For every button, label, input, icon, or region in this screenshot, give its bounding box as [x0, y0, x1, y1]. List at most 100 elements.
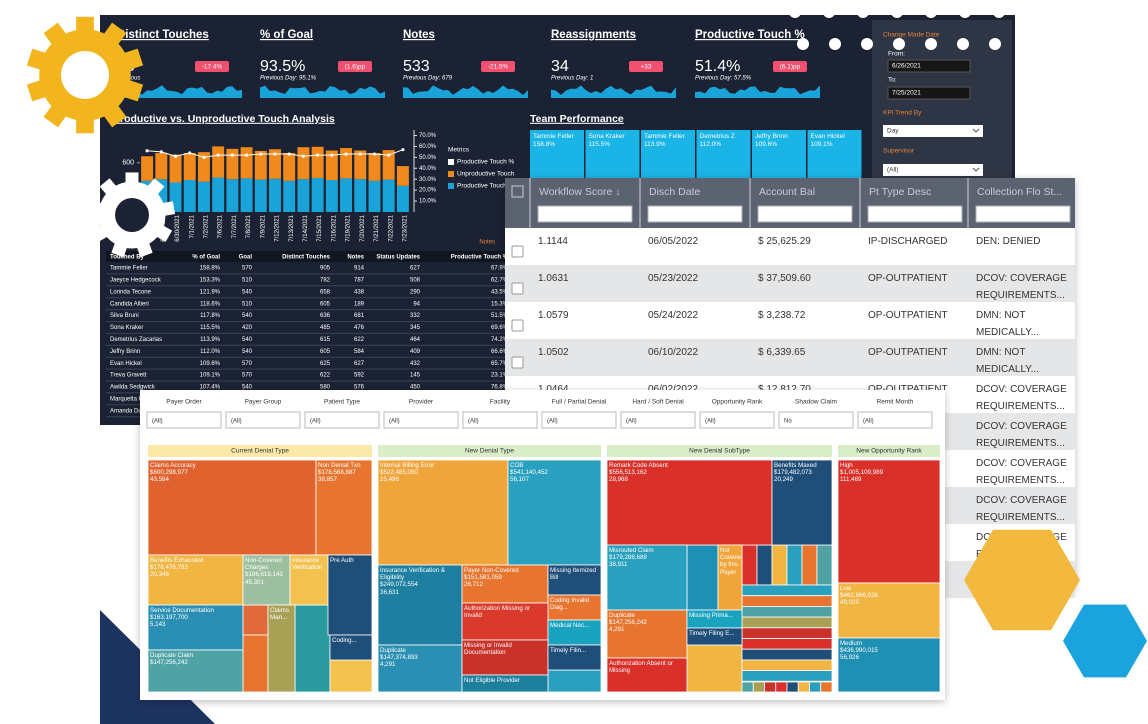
tile-label: Pre Auth: [330, 557, 354, 564]
tile-amount: $541,140,452: [510, 469, 548, 477]
table-cell: 605: [320, 301, 331, 307]
treemap-tile-text-content: Coding...: [332, 637, 371, 659]
tile-count: 38,911: [609, 561, 628, 569]
bar-unproductive: [325, 150, 338, 181]
treemap-tile-text-content: Timely Filin...: [550, 647, 600, 669]
table-cell: Silva Bruni: [110, 313, 139, 319]
row-checkbox[interactable]: [511, 282, 524, 295]
kpi-sparkline: [117, 85, 242, 98]
filter-select[interactable]: [857, 411, 933, 429]
table-cell: 658: [320, 289, 331, 295]
row-checkbox[interactable]: [511, 356, 524, 369]
filter-select[interactable]: [778, 411, 854, 429]
filter-select[interactable]: [620, 411, 696, 429]
member-score: 109.1%: [810, 140, 833, 148]
filter-select[interactable]: [225, 411, 301, 429]
header-checkbox[interactable]: [511, 185, 524, 198]
worklist-cell-content: 06/10/2022: [648, 347, 699, 358]
table-cell: 540: [242, 337, 253, 343]
filter-select[interactable]: [699, 411, 775, 429]
tile-amount: $462,866,026: [840, 592, 878, 600]
worklist-row: [505, 228, 1075, 265]
treemap-tile: [606, 657, 688, 693]
table-cell: 615: [320, 337, 331, 343]
treemap-minor-tile: [764, 681, 777, 693]
treemap-minor-tile: [775, 681, 788, 693]
bar-unproductive: [240, 147, 253, 179]
treemap-minor-tile: [294, 604, 331, 693]
date-input[interactable]: [887, 59, 971, 73]
kpi-change: (6.1)pp: [780, 64, 801, 71]
tile-label: Authorization Absent or Missing: [609, 660, 673, 675]
filter-value: (All): [705, 419, 716, 425]
filter-value: (All): [152, 419, 163, 425]
treemap-title: New Opportunity Rank: [856, 448, 922, 455]
worklist-cell: $ 3,238.72: [758, 310, 806, 321]
worklist-cell-content: $ 3,238.72: [758, 310, 806, 321]
tile-amount: $556,513,162: [609, 469, 647, 477]
treemap-minor-tile: [741, 627, 833, 639]
kpi-previous: Previous Day: 57.5%: [695, 76, 752, 82]
treemap-header: [378, 445, 601, 457]
select-input[interactable]: [883, 164, 983, 176]
bar-productive: [368, 180, 381, 212]
column-filter[interactable]: [647, 205, 743, 223]
treemap-tile-text-content: High $1,005,109,989 111,469: [840, 462, 939, 582]
y2-tick-label: 50.0%: [419, 155, 437, 161]
team-tile-text-content: Sona Kraker 115.5%: [589, 133, 637, 163]
select-input[interactable]: [883, 125, 983, 137]
treemap-tile-text-content: Duplicate Claim $147,256,242: [150, 652, 242, 691]
white-gear: [88, 172, 176, 258]
kpi-value: 51.4%: [695, 58, 740, 75]
bar-unproductive: [183, 152, 196, 181]
pct-point: [188, 151, 192, 155]
tile-count: 20,346: [150, 571, 169, 579]
tile-label: Internal Billing Error: [380, 462, 435, 469]
treemap-minor-tile: [741, 606, 833, 618]
worklist-cell: IP-DISCHARGED: [868, 236, 947, 247]
treemap-tile: [461, 674, 549, 693]
column-filter[interactable]: [537, 205, 633, 223]
date-input[interactable]: [887, 86, 971, 100]
filter-select[interactable]: [146, 411, 222, 429]
filter-select[interactable]: [304, 411, 380, 429]
table-cell: 450: [410, 385, 421, 391]
pct-point: [372, 152, 377, 156]
column-filter[interactable]: [867, 205, 963, 223]
team-tile-text-content: Tammie Feller 158.8%: [533, 133, 581, 163]
treemap-tile-text-content: Duplicate $147,374,893 4,291: [380, 647, 461, 691]
pct-point: [330, 153, 334, 157]
x-tick-label: 7/23/2021: [402, 214, 408, 241]
tile-label: Low: [840, 585, 852, 592]
column-filter[interactable]: [975, 205, 1071, 223]
row-checkbox[interactable]: [511, 245, 524, 258]
hexagon-decoration: [964, 529, 1080, 631]
treemap-minor-tile: [242, 604, 269, 636]
x-tick-label: 7/15/2021: [317, 214, 323, 241]
treemap-minor-tile: [809, 681, 822, 693]
treemap-minor-tile: [820, 681, 833, 693]
table-cell: 914: [354, 266, 365, 272]
row-checkbox[interactable]: [511, 319, 524, 332]
member-name: Tammie Feller: [533, 133, 574, 140]
table-header: % of Goal: [192, 255, 220, 261]
treemap-minor-tile: [741, 584, 833, 597]
column-filter[interactable]: [757, 205, 853, 223]
bar-productive: [297, 179, 310, 212]
worklist-cell: DCOV: COVERAGE REQUIREMENTS...: [976, 384, 1067, 411]
filter-select[interactable]: [462, 411, 538, 429]
filter-select[interactable]: [383, 411, 459, 429]
table-cell: 189: [354, 301, 365, 307]
worklist-cell-content: OP-OUTPATIENT: [868, 273, 948, 284]
table-cell: 65.7%: [491, 361, 509, 367]
tile-label: Duplicate Claim: [150, 652, 194, 659]
treemap-minor-tile: [242, 634, 269, 693]
filter-select[interactable]: [541, 411, 617, 429]
filter-title: Supervisor: [883, 148, 915, 155]
